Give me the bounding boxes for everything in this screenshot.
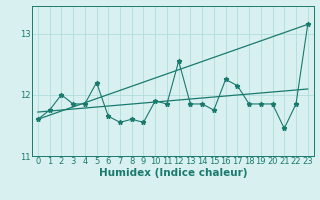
X-axis label: Humidex (Indice chaleur): Humidex (Indice chaleur): [99, 168, 247, 178]
